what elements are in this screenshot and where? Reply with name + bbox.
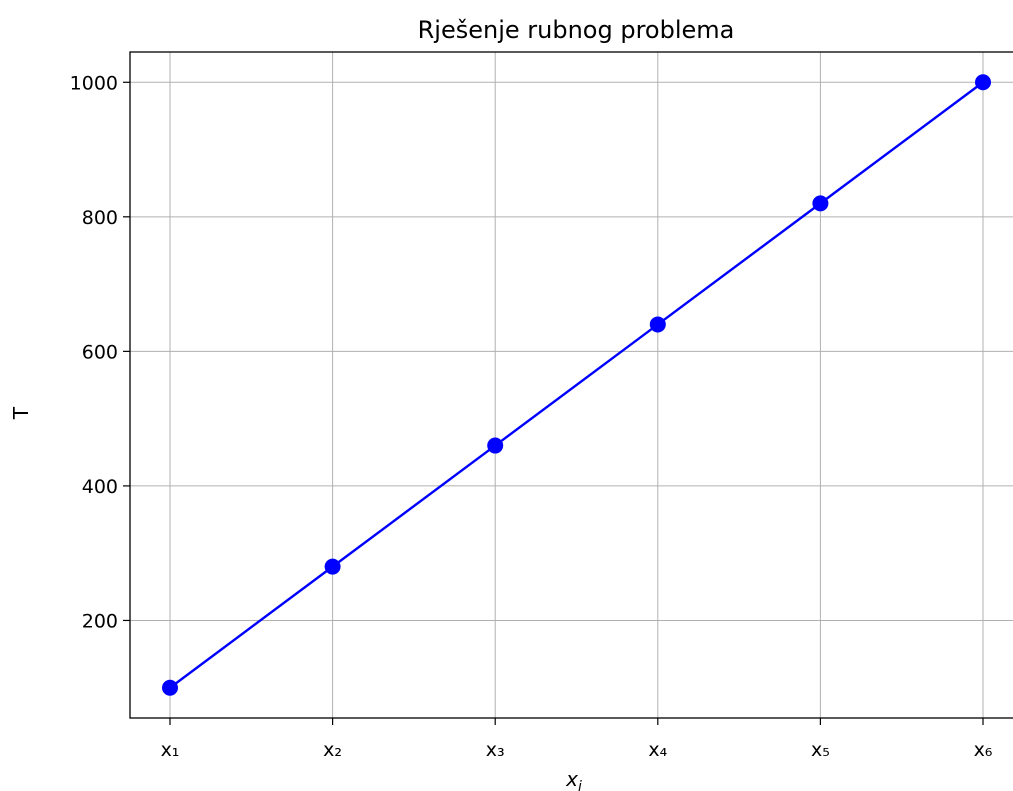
y-tick-label: 400 <box>82 476 118 498</box>
x-axis-label-main: x <box>565 767 578 791</box>
data-point <box>487 437 504 454</box>
x-axis-label-subscript: i <box>578 779 582 791</box>
grid <box>130 52 1013 718</box>
y-tick-label: 800 <box>82 207 118 229</box>
x-tick-label: x₄ <box>648 739 667 761</box>
x-tick-label: x₆ <box>974 739 993 761</box>
y-tick-label: 200 <box>82 610 118 632</box>
data-point <box>162 679 178 696</box>
data-point <box>649 316 666 333</box>
chart-title: Rješenje rubnog problema <box>418 16 735 44</box>
x-tick-label: x₃ <box>486 739 505 761</box>
axis-ticks: x₁ x₂ x₃ x₄ x₅ x₆ 200 400 600 800 1000 <box>70 72 993 761</box>
data-point <box>812 195 829 212</box>
series-layer <box>162 74 991 696</box>
series-line <box>169 81 984 689</box>
data-point <box>324 558 341 575</box>
x-tick-label: x₁ <box>161 739 180 761</box>
x-axis-label: xi <box>565 767 582 791</box>
y-axis-label: T <box>9 406 33 420</box>
x-tick-label: x₂ <box>323 739 342 761</box>
plot-frame <box>129 51 1013 719</box>
x-tick-label: x₅ <box>811 739 830 761</box>
data-point <box>975 74 991 91</box>
y-tick-label: 1000 <box>70 72 118 94</box>
y-tick-label: 600 <box>82 341 118 363</box>
